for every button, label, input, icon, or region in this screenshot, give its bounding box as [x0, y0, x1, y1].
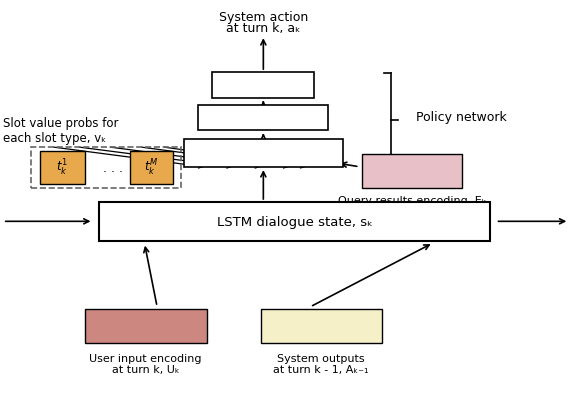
Text: System outputs: System outputs	[277, 354, 365, 363]
Text: User input encoding: User input encoding	[89, 354, 202, 363]
Text: $t^1_k$: $t^1_k$	[56, 158, 68, 178]
FancyBboxPatch shape	[212, 73, 315, 99]
Text: Query results encoding, Eₖ: Query results encoding, Eₖ	[337, 195, 486, 205]
FancyBboxPatch shape	[363, 155, 462, 188]
Text: at turn k, aₖ: at turn k, aₖ	[226, 22, 301, 35]
FancyBboxPatch shape	[184, 139, 343, 168]
Text: Policy network: Policy network	[416, 111, 507, 124]
Text: $t^{M}_k$: $t^{M}_k$	[144, 158, 158, 178]
Text: System action: System action	[219, 12, 308, 24]
FancyBboxPatch shape	[99, 202, 490, 241]
Text: at turn k, Uₖ: at turn k, Uₖ	[112, 365, 180, 375]
FancyBboxPatch shape	[260, 309, 382, 343]
Text: LSTM dialogue state, sₖ: LSTM dialogue state, sₖ	[217, 215, 372, 228]
FancyBboxPatch shape	[198, 106, 328, 131]
Text: at turn k - 1, Aₖ₋₁: at turn k - 1, Aₖ₋₁	[273, 365, 369, 375]
Text: Slot value probs for
each slot type, vₖ: Slot value probs for each slot type, vₖ	[3, 117, 118, 145]
Text: . . .: . . .	[103, 161, 123, 174]
FancyBboxPatch shape	[39, 152, 85, 184]
FancyBboxPatch shape	[130, 152, 173, 184]
FancyBboxPatch shape	[85, 309, 206, 343]
